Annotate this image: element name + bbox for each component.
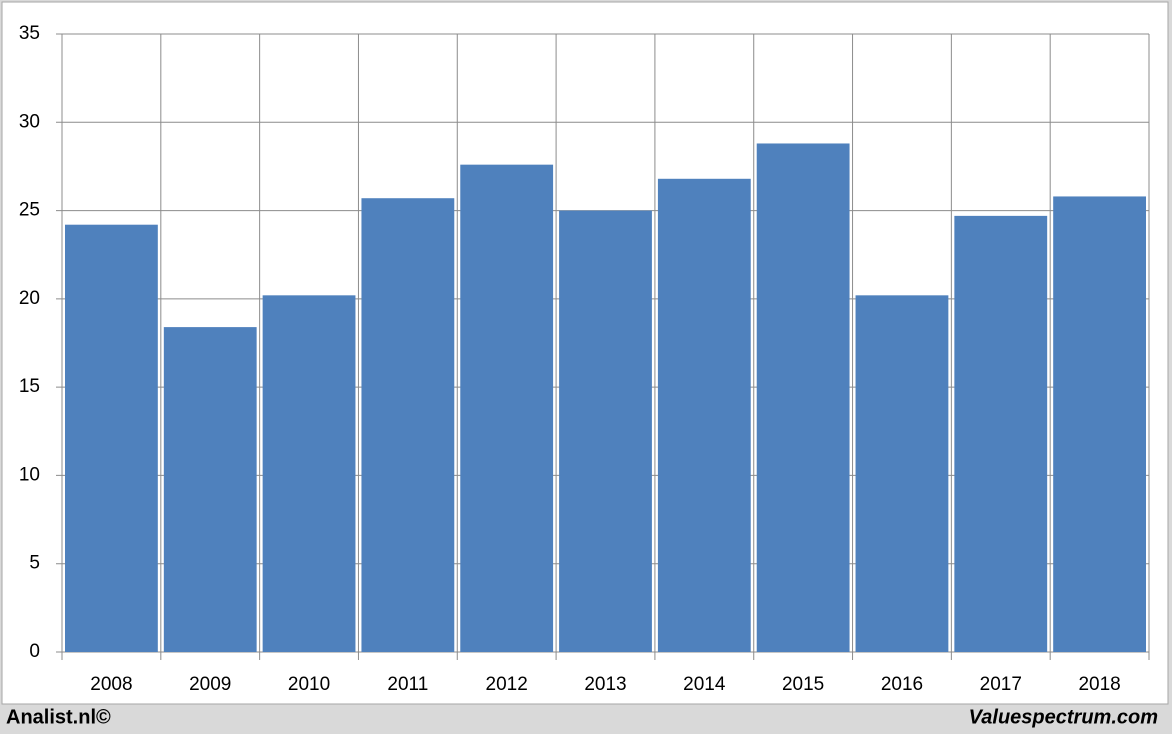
x-tick-label: 2014 [683, 674, 726, 695]
bar [855, 295, 949, 652]
y-tick-label: 5 [29, 553, 40, 574]
x-tick-label: 2016 [881, 674, 923, 695]
bar [262, 295, 356, 652]
bar [954, 215, 1048, 652]
y-tick-label: 15 [19, 376, 40, 397]
footer-right: Valuespectrum.com [969, 706, 1158, 728]
x-tick-label: 2018 [1078, 674, 1120, 695]
y-tick-label: 35 [19, 23, 40, 44]
bar [65, 224, 158, 652]
y-tick-label: 25 [19, 200, 40, 221]
footer-left: Analist.nl© [6, 706, 111, 728]
x-tick-label: 2008 [90, 674, 132, 695]
x-tick-label: 2009 [189, 674, 231, 695]
x-tick-label: 2015 [782, 674, 824, 695]
bar [756, 143, 850, 652]
y-tick-label: 30 [19, 111, 40, 132]
y-tick-label: 10 [19, 464, 40, 485]
x-tick-label: 2012 [486, 674, 528, 695]
bar [657, 178, 751, 652]
bar [559, 210, 652, 653]
bar [1053, 196, 1146, 652]
bar [361, 198, 455, 652]
bar [163, 327, 257, 652]
x-tick-label: 2013 [584, 674, 626, 695]
x-tick-label: 2011 [387, 674, 428, 695]
x-tick-label: 2017 [980, 674, 1022, 695]
bar [460, 164, 554, 653]
y-tick-label: 20 [19, 288, 40, 309]
y-tick-label: 0 [29, 641, 40, 662]
x-tick-label: 2010 [288, 674, 330, 695]
